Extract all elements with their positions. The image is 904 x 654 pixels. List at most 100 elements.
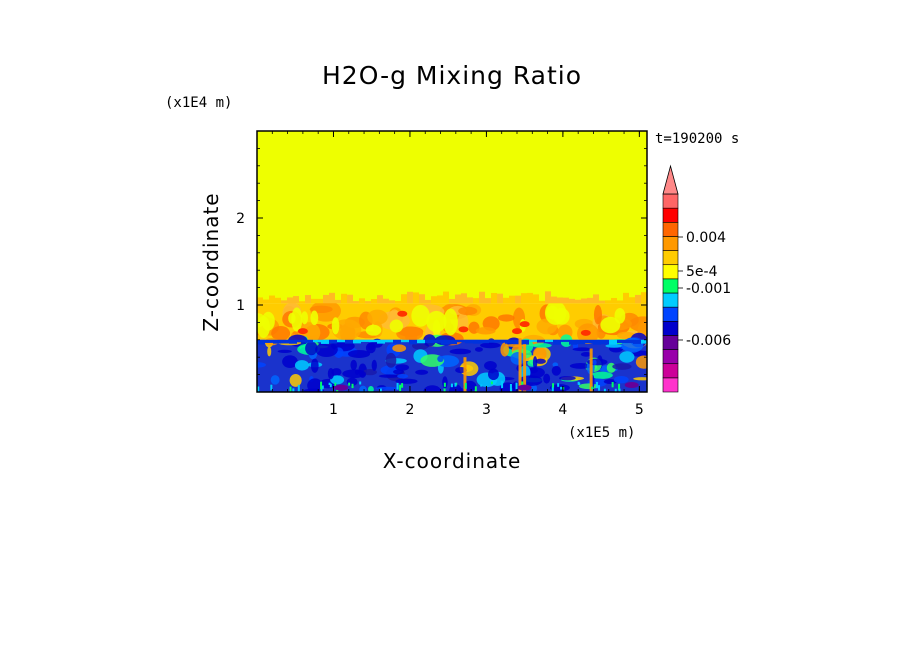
boundary-bump [353, 301, 359, 304]
surface-speck [480, 384, 483, 387]
lower-blob [603, 379, 618, 385]
boundary-bump [263, 299, 269, 304]
surface-speck [336, 388, 339, 392]
lower-top-edge [481, 339, 489, 344]
lower-blob [535, 358, 546, 364]
y-tick-label: 2 [236, 211, 245, 227]
upper-tongue [365, 324, 382, 336]
lower-blob [528, 367, 538, 374]
boundary-bump [377, 295, 383, 304]
boundary-bump [473, 298, 479, 304]
colorbar-segment [662, 292, 679, 308]
surface-speck [321, 385, 324, 389]
boundary-bump [293, 296, 299, 304]
lower-blob [442, 376, 448, 389]
lower-top-edge [441, 339, 449, 345]
lower-blob [480, 342, 501, 349]
boundary-bump [425, 299, 431, 304]
mixing-blob [271, 325, 291, 341]
lower-blob [543, 373, 551, 384]
surface-speck [515, 382, 518, 390]
boundary-bump [533, 294, 539, 304]
boundary-bump [461, 293, 467, 304]
lower-blob [552, 362, 559, 367]
lower-blob [305, 341, 318, 356]
surface-speck [292, 388, 295, 392]
boundary-bump [605, 300, 611, 304]
boundary-bump [269, 295, 275, 304]
boundary-bump [323, 294, 329, 304]
boundary-bump [557, 297, 563, 304]
chart-title: H2O-g Mixing Ratio [322, 61, 582, 90]
boundary-bump [419, 294, 425, 304]
lower-top-edge [617, 339, 625, 343]
heatmap-field [257, 131, 647, 392]
red-spot [397, 310, 408, 317]
lower-blob [423, 385, 442, 392]
lower-blob [393, 369, 404, 375]
lower-top-edge [513, 339, 521, 345]
boundary-bump [365, 301, 371, 304]
boundary-bump [383, 298, 389, 304]
colorbar-segment [662, 306, 679, 322]
lower-top-edge [353, 339, 361, 344]
lower-blob [350, 359, 357, 371]
boundary-bump [599, 300, 605, 304]
surface-speck [509, 384, 512, 392]
boundary-bump [539, 300, 545, 304]
lower-blob [327, 367, 334, 380]
boundary-bump [491, 292, 497, 304]
surface-speck [351, 383, 354, 389]
boundary-bump [581, 298, 587, 304]
x-axis: 1 2 3 4 5 [271, 131, 644, 418]
lower-top-edge [601, 339, 609, 345]
lower-blob [619, 351, 635, 363]
boundary-bump [545, 291, 551, 304]
surface-speck [552, 383, 555, 388]
red-spot [512, 328, 522, 335]
lower-blob [359, 385, 367, 392]
boundary-bump [515, 295, 521, 304]
lower-top-edge [305, 339, 313, 343]
colorbar-tick-label: 0.004 [686, 230, 726, 246]
lower-blob [330, 375, 345, 385]
boundary-bump [389, 300, 395, 304]
surface-speck [443, 382, 446, 387]
lower-top-edge [553, 339, 561, 345]
plume [589, 348, 593, 392]
boundary-bump [443, 291, 449, 304]
boundary-bump [317, 298, 323, 304]
boundary-bump [593, 294, 599, 304]
mixing-blob [405, 330, 418, 343]
lower-blob [395, 364, 410, 371]
plot-frame [256, 130, 648, 393]
lower-blob [289, 374, 302, 387]
surface-speck [297, 384, 300, 392]
lower-blob [590, 371, 613, 379]
colorbar-extend-max [662, 164, 679, 195]
lower-blob [363, 368, 377, 376]
boundary-bump [347, 294, 353, 304]
surface-speck [454, 382, 457, 387]
lower-top-edge [345, 339, 353, 344]
y-axis: 12 [236, 147, 647, 376]
lower-blob [580, 352, 592, 357]
lower-blob [415, 369, 429, 375]
lower-top-edge [505, 339, 513, 344]
boundary-bump [587, 297, 593, 304]
boundary-bump [455, 294, 461, 304]
mixing-blob [593, 304, 603, 325]
boundary-bump [401, 294, 407, 304]
colorbar-segment [662, 264, 679, 280]
boundary-bump [563, 297, 569, 304]
boundary-bump [485, 298, 491, 304]
surface-speck [334, 382, 337, 387]
lower-blob [267, 346, 272, 357]
lower-top-edge [409, 339, 417, 345]
lower-top-edge [313, 339, 321, 343]
surface-speck [474, 386, 477, 392]
boundary-bump [575, 299, 581, 304]
lower-top-edge [369, 339, 377, 343]
surface-speck [614, 388, 617, 392]
